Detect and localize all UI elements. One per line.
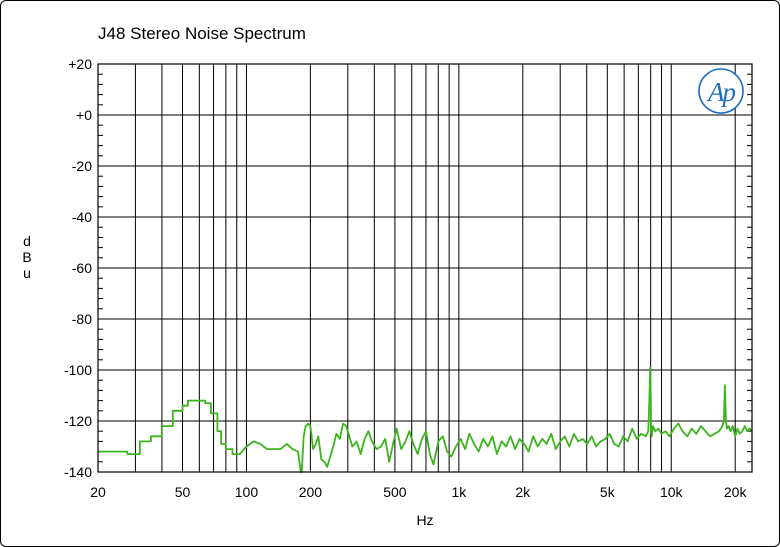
svg-text:Ap: Ap [706, 77, 735, 107]
x-tick-label: 20 [90, 484, 106, 500]
x-axis-label: Hz [416, 512, 433, 528]
ap-logo: Ap [698, 68, 744, 114]
x-tick-label: 1k [451, 484, 467, 500]
plot-border [97, 63, 753, 473]
y-tick-label: -120 [64, 413, 92, 429]
x-tick-label: 50 [175, 484, 191, 500]
x-tick-label: 100 [235, 484, 259, 500]
chart-title: J48 Stereo Noise Spectrum [98, 24, 306, 43]
x-tick-label: 2k [515, 484, 531, 500]
series-layer [98, 366, 753, 473]
y-tick-label: -140 [64, 464, 92, 480]
y-axis-ticks: +20 +0 -20 -40 -60 -80 -100 -120 -140 [64, 56, 752, 480]
y-tick-label: -80 [72, 311, 92, 327]
y-tick-label: -20 [72, 158, 92, 174]
y-tick-label: +0 [76, 107, 92, 123]
x-axis-ticks: 20 50 100 200 500 1k 2k 5k 10k 20k [90, 484, 747, 500]
grid [98, 64, 752, 472]
y-tick-label: +20 [68, 56, 92, 72]
y-tick-label: -40 [72, 209, 92, 225]
x-tick-label: 200 [299, 484, 323, 500]
series-line-0 [98, 366, 753, 473]
y-tick-label: -60 [72, 260, 92, 276]
x-tick-label: 5k [600, 484, 616, 500]
x-tick-label: 10k [660, 484, 684, 500]
x-tick-label: 500 [383, 484, 407, 500]
y-tick-label: -100 [64, 362, 92, 378]
x-tick-label: 20k [724, 484, 748, 500]
